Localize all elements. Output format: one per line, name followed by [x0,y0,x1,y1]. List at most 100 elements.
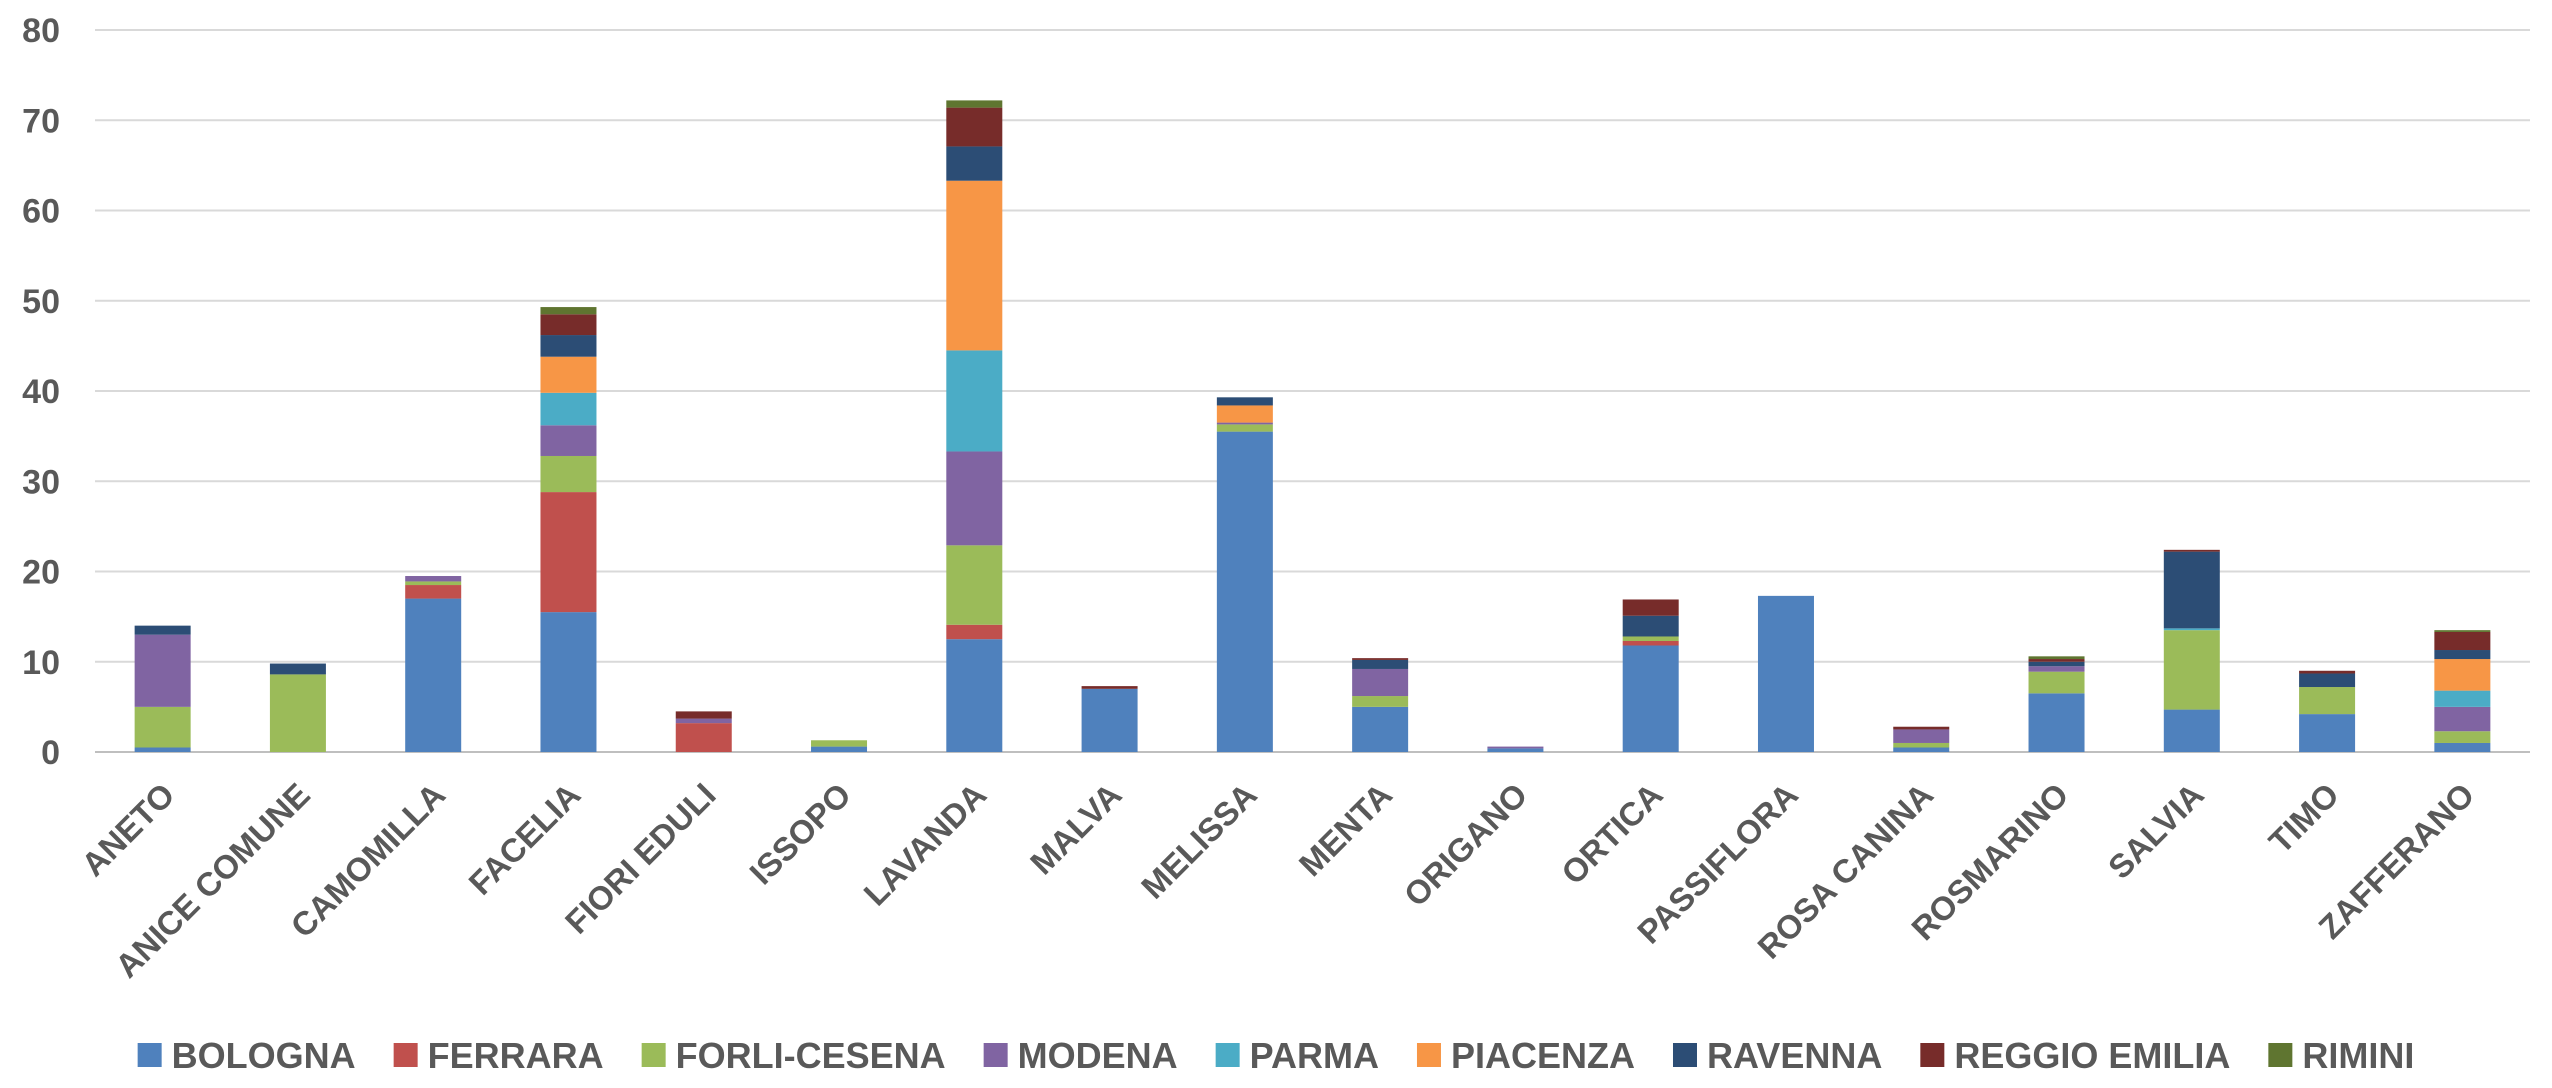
bar-segment-parma [2434,690,2491,707]
bar-segment-ravenna [2434,650,2491,660]
bar-segment-reggio-emilia [540,314,597,336]
legend-swatch [2268,1043,2293,1067]
y-tick-label: 0 [41,734,60,772]
bar-segment-ferrara [946,624,1003,640]
bar-segment-parma [946,350,1003,452]
bar-segment-reggio-emilia [1081,686,1138,689]
bar-segment-rimini [946,100,1003,108]
bar-segment-ravenna [269,663,326,675]
bar-segment-ravenna [2299,673,2356,688]
bar-segment-reggio-emilia [2028,659,2085,662]
bar-segment-ravenna [1622,615,1679,637]
legend-item-reggio-emilia: REGGIO EMILIA [1920,1035,2230,1076]
y-tick-label: 20 [22,554,60,592]
bar-segment-ravenna [134,625,191,635]
bar-segment-forli-cesena [540,455,597,493]
bar-segment-reggio-emilia [946,107,1003,147]
legend-swatch [1215,1043,1240,1067]
bar-segment-bologna [1893,747,1950,752]
bar-segment-bologna [1081,688,1138,752]
legend-label: RIMINI [2302,1035,2414,1076]
bar-segment-ravenna [2163,551,2220,629]
legend-label: RAVENNA [1707,1035,1882,1076]
bar-segment-reggio-emilia [2434,631,2491,651]
bar-segment-piacenza [2434,659,2491,691]
bar-segment-parma [540,392,597,426]
y-tick-label: 60 [22,193,60,231]
bar-segment-bologna [946,639,1003,752]
bar-segment-forli-cesena [2163,630,2220,710]
bar-segment-bologna [1216,431,1273,752]
legend-swatch [1672,1043,1697,1067]
y-tick-label: 30 [22,463,60,501]
bar-segment-modena [675,718,732,724]
bar-segment-reggio-emilia [1893,726,1950,730]
bar-segment-forli-cesena [269,674,326,752]
bar-segment-rimini [540,307,597,315]
legend-label: PARMA [1250,1035,1379,1076]
bar-segment-forli-cesena [2299,687,2356,715]
y-tick-label: 80 [22,12,60,50]
bar-segment-bologna [1622,645,1679,752]
legend-item-bologna: BOLOGNA [137,1035,356,1076]
bar-segment-modena [1352,668,1409,697]
bar-segment-modena [2028,666,2085,672]
bar-segment-forli-cesena [2028,671,2085,694]
bar-segment-ravenna [1216,397,1273,406]
bar-segment-modena [2434,706,2491,732]
bar-segment-parma [2163,628,2220,631]
bar-segment-modena [1216,422,1273,425]
legend-label: MODENA [1018,1035,1178,1076]
y-tick-label: 70 [22,102,60,140]
bar-segment-forli-cesena [946,545,1003,625]
bar-segment-forli-cesena [134,706,191,748]
bar-segment-rimini [2028,656,2085,660]
legend-swatch [983,1043,1008,1067]
legend-item-ferrara: FERRARA [393,1035,604,1076]
legend-swatch [393,1043,418,1067]
gridlines [95,29,2530,753]
bar-segment-bologna [2299,714,2356,752]
bar-segment-ferrara [540,492,597,613]
bar-segment-forli-cesena [1352,696,1409,707]
legend-swatch [137,1043,162,1067]
bar-segment-forli-cesena [2434,731,2491,743]
bar-segment-reggio-emilia [2299,670,2356,674]
legend-label: BOLOGNA [172,1035,356,1076]
bar-segment-ravenna [2028,661,2085,667]
bar-segment-reggio-emilia [675,711,732,719]
bar-segment-reggio-emilia [1352,658,1409,660]
legend-item-forli-cesena: FORLI-CESENA [641,1035,946,1076]
legend-label: FERRARA [428,1035,604,1076]
bar-segment-ravenna [540,335,597,357]
legend-label: FORLI-CESENA [676,1035,946,1076]
bar-segment-modena [405,576,462,582]
y-tick-label: 10 [22,644,60,682]
bar-segment-ferrara [675,723,732,752]
bar-segment-bologna [1487,748,1544,752]
legend-item-piacenza: PIACENZA [1416,1035,1635,1076]
bar-segment-bologna [1352,706,1409,752]
bar-segment-forli-cesena [405,581,462,586]
bar-segment-bologna [1757,595,1814,752]
legend-item-ravenna: RAVENNA [1672,1035,1882,1076]
bar-segment-modena [1893,729,1950,743]
bar-segment-forli-cesena [1216,424,1273,432]
legend-label: REGGIO EMILIA [1954,1035,2230,1076]
bar-segment-ferrara [1622,640,1679,646]
bar-segment-modena [134,634,191,707]
bar-segment-bologna [134,747,191,752]
legend-label: PIACENZA [1451,1035,1635,1076]
bar-segment-bologna [2434,742,2491,752]
bar-segment-ravenna [1352,659,1409,669]
legend-swatch [641,1043,666,1067]
bar-segment-forli-cesena [811,740,868,747]
legend-item-rimini: RIMINI [2268,1035,2414,1076]
bar-segment-piacenza [1216,405,1273,423]
y-tick-label: 40 [22,373,60,411]
bar-segment-modena [540,425,597,456]
bar-segment-ravenna [946,146,1003,181]
bar-segment-modena [946,451,1003,546]
